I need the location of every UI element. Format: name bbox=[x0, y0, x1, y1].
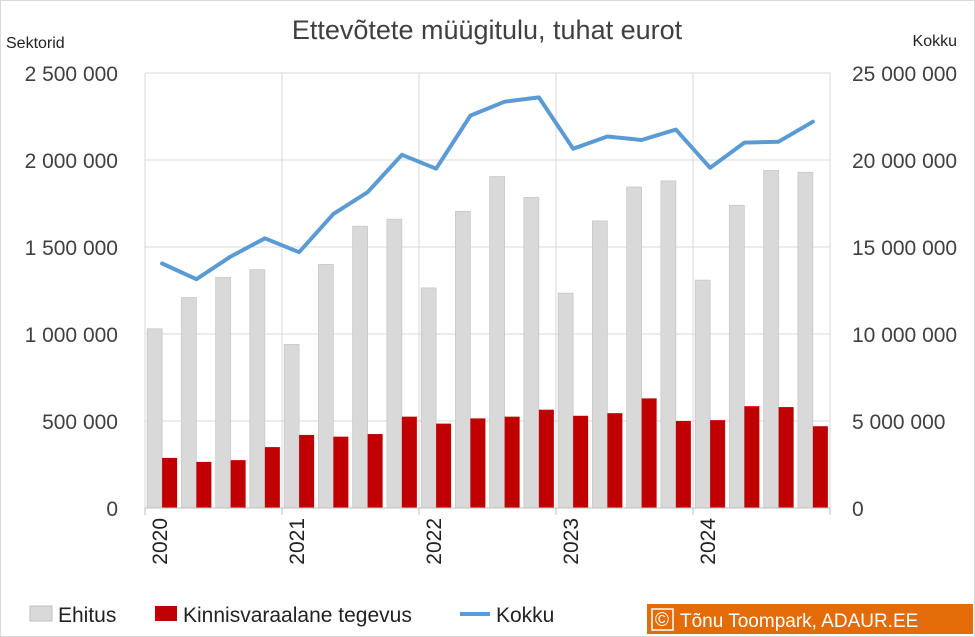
right-tick-label: 5 000 000 bbox=[852, 411, 945, 434]
bar-kinnisvaraalane-tegevus bbox=[470, 418, 486, 508]
legend-label-ehitus: Ehitus bbox=[58, 604, 116, 627]
credit-text: Tõnu Toompark, ADAUR.EE bbox=[680, 611, 918, 632]
right-tick-label: 0 bbox=[852, 498, 864, 521]
credit-background bbox=[647, 604, 973, 634]
bar-kinnisvaraalane-tegevus bbox=[504, 416, 520, 508]
bar-ehitus bbox=[283, 344, 300, 509]
left-tick-label: 0 bbox=[106, 498, 118, 521]
bar-kinnisvaraalane-tegevus bbox=[436, 423, 452, 508]
bar-kinnisvaraalane-tegevus bbox=[333, 436, 349, 508]
bar-kinnisvaraalane-tegevus bbox=[710, 420, 726, 508]
bar-ehitus bbox=[557, 292, 574, 509]
bar-kinnisvaraalane-tegevus bbox=[573, 415, 589, 508]
bar-kinnisvaraalane-tegevus bbox=[401, 416, 417, 508]
legend: Ehitus Kinnisvaraalane tegevus Kokku bbox=[29, 604, 554, 627]
bar-ehitus bbox=[626, 186, 642, 509]
bar-ehitus bbox=[489, 176, 505, 509]
bar-kinnisvaraalane-tegevus bbox=[264, 447, 280, 508]
bar-ehitus bbox=[660, 180, 677, 509]
right-tick-label: 25 000 000 bbox=[852, 63, 957, 86]
legend-swatch-kinnisvaraalane-tegevus bbox=[155, 606, 177, 621]
bar-kinnisvaraalane-tegevus bbox=[162, 457, 178, 508]
total-line bbox=[160, 95, 815, 282]
bar-ehitus bbox=[352, 225, 368, 509]
bar-ehitus bbox=[215, 277, 231, 509]
x-tick-label: 2020 bbox=[149, 518, 172, 565]
legend-item-kokku: Kokku bbox=[460, 604, 554, 627]
bar-ehitus bbox=[729, 204, 745, 509]
credit-badge: © Tõnu Toompark, ADAUR.EE bbox=[647, 604, 973, 634]
legend-item-kinnisvaraalane-tegevus: Kinnisvaraalane tegevus bbox=[155, 604, 412, 627]
bar-kinnisvaraalane-tegevus bbox=[299, 434, 315, 508]
copyright-icon: © bbox=[655, 610, 669, 631]
bar-ehitus bbox=[592, 220, 608, 509]
bar-ehitus bbox=[420, 287, 437, 509]
x-tick-label: 2023 bbox=[560, 518, 583, 565]
legend-label-kokku: Kokku bbox=[496, 604, 554, 627]
bar-kinnisvaraalane-tegevus bbox=[778, 407, 794, 508]
left-tick-label: 500 000 bbox=[42, 411, 118, 434]
left-tick-label: 2 500 000 bbox=[25, 63, 118, 86]
bar-ehitus bbox=[386, 218, 403, 509]
bar-kinnisvaraalane-tegevus bbox=[538, 409, 554, 508]
bar-ehitus bbox=[181, 297, 197, 509]
left-tick-label: 2 000 000 bbox=[25, 150, 118, 173]
left-tick-label: 1 500 000 bbox=[25, 237, 118, 260]
bar-kinnisvaraalane-tegevus bbox=[230, 460, 246, 508]
axes bbox=[144, 507, 831, 515]
x-axis-ticks: 2020 2021 2022 2023 2024 bbox=[149, 518, 720, 565]
copyright-icon-frame bbox=[651, 608, 674, 631]
bar-kinnisvaraalane-tegevus bbox=[196, 461, 212, 508]
legend-swatch-ehitus bbox=[29, 605, 53, 622]
x-tick-label: 2022 bbox=[423, 518, 446, 565]
bar-ehitus bbox=[455, 211, 471, 509]
bar-kinnisvaraalane-tegevus bbox=[675, 421, 691, 508]
legend-label-kinnisvaraalane-tegevus: Kinnisvaraalane tegevus bbox=[183, 604, 412, 627]
bar-ehitus bbox=[523, 197, 540, 509]
legend-item-ehitus: Ehitus bbox=[29, 604, 116, 627]
bar-ehitus bbox=[146, 328, 163, 509]
right-tick-label: 15 000 000 bbox=[852, 237, 957, 260]
chart-title: Ettevõtete müügitulu, tuhat eurot bbox=[292, 15, 683, 45]
right-axis-title: Kokku bbox=[913, 33, 957, 50]
bars bbox=[146, 170, 828, 509]
bar-ehitus bbox=[797, 171, 814, 509]
bar-ehitus bbox=[694, 279, 711, 509]
line-kokku bbox=[160, 95, 815, 282]
bar-ehitus bbox=[763, 170, 779, 509]
bar-kinnisvaraalane-tegevus bbox=[744, 406, 760, 508]
x-tick-label: 2024 bbox=[697, 518, 720, 565]
bar-kinnisvaraalane-tegevus bbox=[641, 398, 657, 508]
bar-kinnisvaraalane-tegevus bbox=[367, 434, 383, 508]
bar-ehitus bbox=[249, 269, 266, 509]
bar-ehitus bbox=[318, 264, 334, 509]
right-tick-label: 10 000 000 bbox=[852, 324, 957, 347]
left-axis-ticks: 0 500 000 1 000 000 1 500 000 2 000 000 2 500… bbox=[25, 63, 118, 521]
left-tick-label: 1 000 000 bbox=[25, 324, 118, 347]
x-tick-label: 2021 bbox=[286, 518, 309, 565]
left-axis-title: Sektorid bbox=[6, 35, 65, 52]
right-axis-ticks: 0 5 000 000 10 000 000 15 000 000 20 000 000… bbox=[852, 63, 957, 521]
bar-kinnisvaraalane-tegevus bbox=[812, 426, 828, 508]
bar-kinnisvaraalane-tegevus bbox=[607, 413, 623, 508]
right-tick-label: 20 000 000 bbox=[852, 150, 957, 173]
